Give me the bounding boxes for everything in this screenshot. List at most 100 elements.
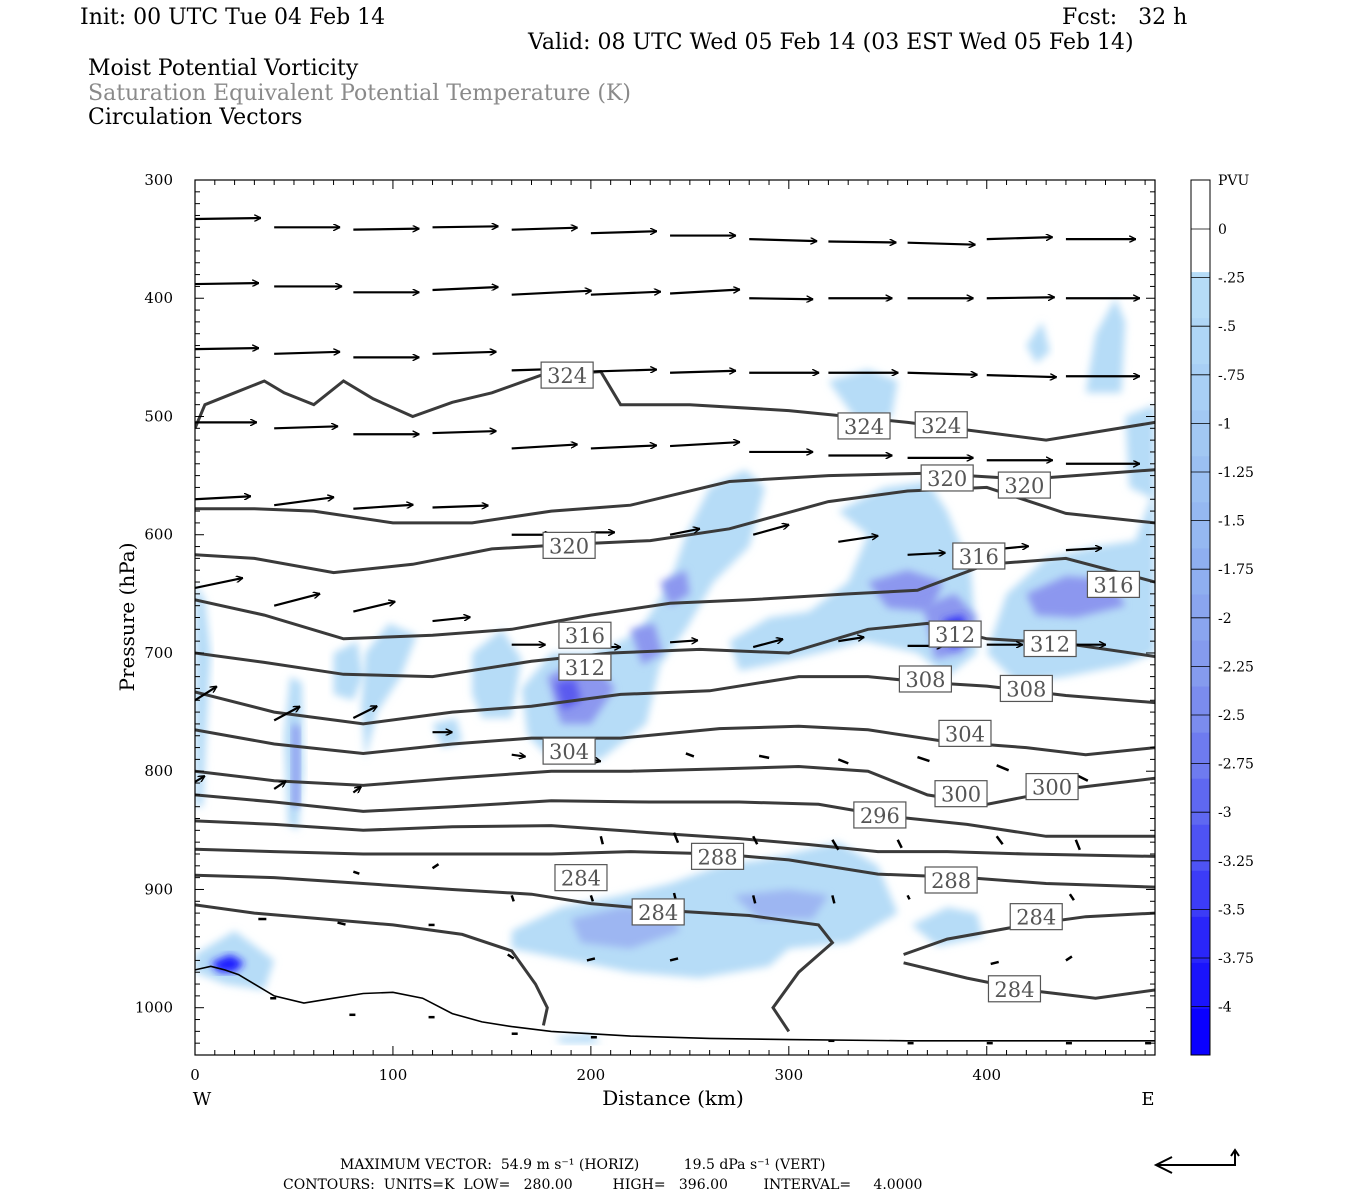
circulation-vector-small [672,832,680,844]
contour-label-text: 284 [994,978,1034,1002]
contour-label-text: 296 [860,804,900,828]
colorbar-swatch [1191,962,1210,1010]
contour-label-text: 320 [1004,474,1044,498]
colorbar-label: -3 [1218,805,1232,821]
contour-label-text: 312 [935,623,975,647]
y-axis-title: Pressure (hPa) [115,543,139,692]
contour-label-box [999,674,1053,703]
pv-shading [195,298,1155,1044]
colorbar-swatch [1191,318,1210,365]
theta-es-contour [195,903,549,1026]
contour-label: 320 [997,471,1051,499]
colorbar-label: -1.75 [1218,562,1254,578]
contour-label: 312 [928,620,982,648]
x-tick-label: 400 [972,1066,1001,1084]
circulation-vector [511,291,592,296]
colorbar-unit: PVU [1218,173,1250,189]
contour-label-text: 284 [1016,906,1056,930]
contour-label: 300 [1025,772,1079,801]
contour-label-text: 308 [905,668,945,692]
contour-label-text: 320 [927,467,967,491]
contour-label: 308 [898,665,952,693]
contour-label-box [898,665,952,693]
circulation-vector-small [1074,839,1081,851]
circulation-vector-small [586,957,596,962]
circulation-vector [590,292,661,296]
circulation-vector [752,525,789,536]
circulation-vector [432,226,499,227]
circulation-vector [195,774,205,783]
circulation-vector [752,639,783,649]
contour-label-text: 304 [945,722,985,746]
colorbar-swatch [1191,410,1210,457]
pv-region [1125,404,1155,500]
circulation-vector-small [837,758,849,765]
valid-time: Valid: 08 UTC Wed 05 Feb 14 (03 EST Wed … [528,30,1134,55]
circulation-vector-small [1068,893,1075,901]
colorbar-label: -.25 [1218,271,1245,287]
y-tick-label: 1000 [135,999,173,1017]
axis-ticks [194,179,1155,1056]
contour-label-box [1009,903,1063,931]
theta-es-contour [195,621,1155,679]
contour-label-box [997,471,1051,499]
circulation-vector [432,617,471,623]
contour-label: 312 [558,653,612,681]
circulation-vector [590,231,657,233]
circulation-vector-small [990,960,1000,966]
circulation-vector [432,506,489,508]
colorbar-swatch [1191,870,1210,918]
contour-label-text: 288 [698,845,738,869]
circulation-vector-small [1065,955,1073,962]
circulation-vector-small [751,895,757,904]
circulation-vector [907,553,946,555]
circulation-vector [432,287,499,292]
colorbar-label: -2 [1218,611,1232,627]
max-vector-note: MAXIMUM VECTOR: 54.9 m s⁻¹ (HORIZ) 19.5 … [340,1157,826,1173]
circulation-vector-small [599,835,604,845]
circulation-vector [986,297,1055,298]
colorbar-swatch [1191,272,1210,319]
contour-label-text: 316 [565,624,605,648]
x-tick-label: 300 [774,1066,803,1084]
contour-label-box [1023,629,1077,658]
contour-label: 316 [952,542,1006,570]
contour-label: 320 [542,531,596,559]
contour-label-box [987,975,1042,1003]
circulation-vector [1065,548,1102,550]
circulation-vector [986,237,1053,239]
y-tick-label: 300 [144,171,173,189]
contour-label-box [934,780,988,808]
contour-label: 304 [938,719,992,747]
colorbar-label: -.75 [1218,368,1245,384]
circulation-vector [353,602,395,613]
colorbar-label: -3.25 [1218,854,1254,870]
colorbar-swatch [1191,686,1210,734]
colorbar-label: -2.75 [1218,757,1254,773]
circulation-vector [353,229,419,230]
field-title-theta-es: Saturation Equivalent Potential Temperat… [88,81,631,106]
contour-label-box [853,801,907,829]
circulation-vector-small [589,894,595,902]
circulation-vector [273,780,286,790]
theta-es-contour [195,724,1155,757]
pv-region [828,369,898,423]
contour-label-box [1025,772,1079,801]
circulation-vector-small [917,755,930,763]
contour-label-box [690,842,745,870]
pv-region [630,623,663,665]
contour-label-text: 324 [921,414,961,438]
contour-label-text: 320 [549,534,589,558]
contour-label-box [837,412,891,440]
y-tick-label: 500 [144,407,173,425]
contour-label: 320 [920,464,974,492]
circulation-vector [749,298,813,299]
colorbar-swatch [1191,778,1210,826]
circulation-vectors [195,218,1152,1045]
x-tick-label: 0 [190,1066,200,1084]
field-title-mpv: Moist Potential Vorticity [88,56,359,81]
circulation-vector [907,373,978,375]
circulation-vector-small [996,764,1010,772]
contour-label-text: 312 [565,656,605,680]
circulation-vector [511,228,578,230]
